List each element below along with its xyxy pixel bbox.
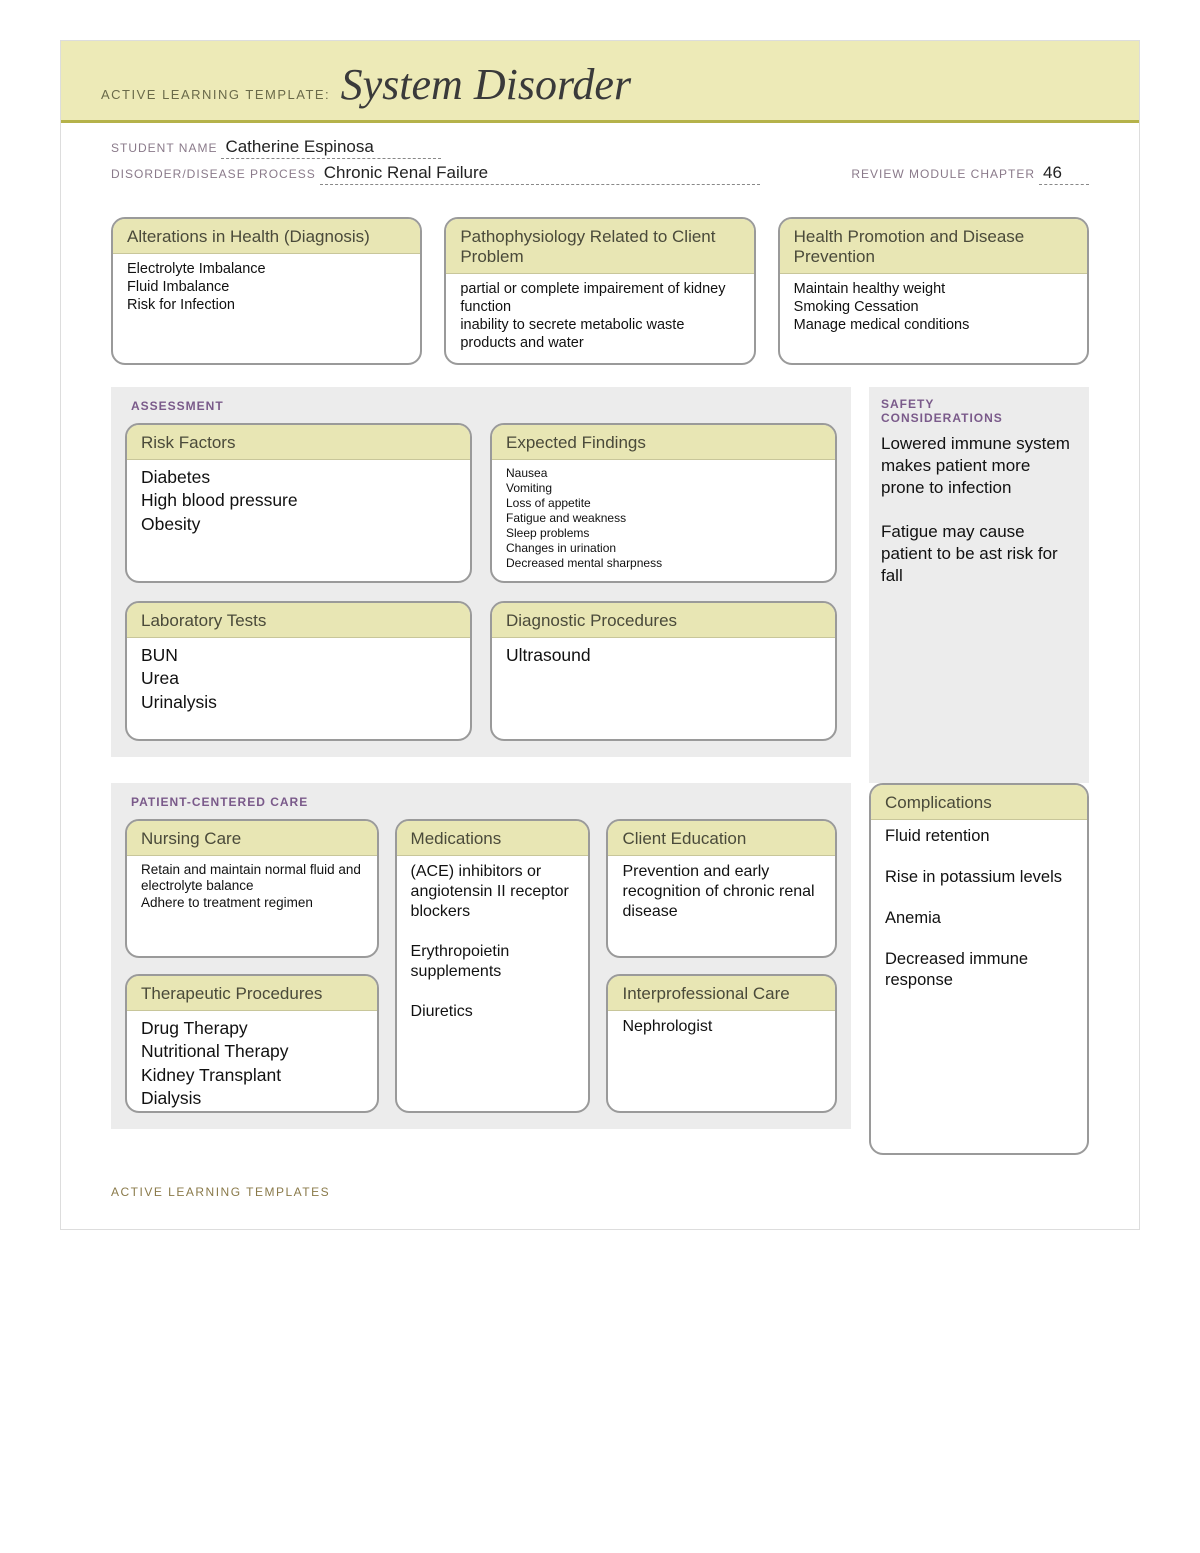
card-body: Ultrasound <box>492 638 835 678</box>
header-banner: ACTIVE LEARNING TEMPLATE: System Disorde… <box>61 41 1139 123</box>
footer-label: ACTIVE LEARNING TEMPLATES <box>61 1165 1139 1229</box>
pcc-row: PATIENT-CENTERED CARE Nursing Care Retai… <box>111 783 1089 1155</box>
card-title: Medications <box>397 821 589 856</box>
card-body: Drug Therapy Nutritional Therapy Kidney … <box>127 1011 377 1113</box>
safety-section: SAFETY CONSIDERATIONS Lowered immune sys… <box>869 387 1089 783</box>
section-label: PATIENT-CENTERED CARE <box>125 795 837 809</box>
card-body: Prevention and early recognition of chro… <box>608 856 835 946</box>
card-title: Nursing Care <box>127 821 377 856</box>
card-body: Nephrologist <box>608 1011 835 1113</box>
disorder-value: Chronic Renal Failure <box>320 163 760 185</box>
card-risk-factors: Risk Factors Diabetes High blood pressur… <box>125 423 472 583</box>
card-title: Alterations in Health (Diagnosis) <box>113 219 420 254</box>
card-body: (ACE) inhibitors or angiotensin II recep… <box>397 856 589 1032</box>
card-title: Laboratory Tests <box>127 603 470 638</box>
meta-fields: STUDENT NAME Catherine Espinosa DISORDER… <box>61 123 1139 197</box>
card-body: Electrolyte Imbalance Fluid Imbalance Ri… <box>113 254 420 324</box>
top-row: Alterations in Health (Diagnosis) Electr… <box>111 217 1089 365</box>
card-complications: Complications Fluid retention Rise in po… <box>869 783 1089 1155</box>
card-title: Complications <box>871 785 1087 820</box>
card-expected-findings: Expected Findings Nausea Vomiting Loss o… <box>490 423 837 583</box>
card-body: Fluid retention Rise in potassium levels… <box>871 820 1087 1001</box>
card-pathophysiology: Pathophysiology Related to Client Proble… <box>444 217 755 365</box>
card-title: Therapeutic Procedures <box>127 976 377 1011</box>
assessment-section: ASSESSMENT Risk Factors Diabetes High bl… <box>111 387 851 757</box>
assessment-row: ASSESSMENT Risk Factors Diabetes High bl… <box>111 387 1089 783</box>
safety-body: Lowered immune system makes patient more… <box>881 433 1077 588</box>
card-diagnostic-procedures: Diagnostic Procedures Ultrasound <box>490 601 837 741</box>
card-body: Diabetes High blood pressure Obesity <box>127 460 470 547</box>
card-title: Health Promotion and Disease Prevention <box>780 219 1087 274</box>
card-body: Retain and maintain normal fluid and ele… <box>127 856 377 923</box>
card-nursing-care: Nursing Care Retain and maintain normal … <box>125 819 379 958</box>
card-medications: Medications (ACE) inhibitors or angioten… <box>395 819 591 1113</box>
card-title: Diagnostic Procedures <box>492 603 835 638</box>
template-label: ACTIVE LEARNING TEMPLATE: <box>101 87 330 102</box>
card-title: Risk Factors <box>127 425 470 460</box>
card-health-promotion: Health Promotion and Disease Prevention … <box>778 217 1089 365</box>
card-body: Nausea Vomiting Loss of appetite Fatigue… <box>492 460 835 581</box>
card-therapeutic-procedures: Therapeutic Procedures Drug Therapy Nutr… <box>125 974 379 1113</box>
page: ACTIVE LEARNING TEMPLATE: System Disorde… <box>0 0 1200 1270</box>
card-alterations: Alterations in Health (Diagnosis) Electr… <box>111 217 422 365</box>
card-title: Client Education <box>608 821 835 856</box>
chapter-value: 46 <box>1039 163 1089 185</box>
card-client-education: Client Education Prevention and early re… <box>606 819 837 958</box>
document: ACTIVE LEARNING TEMPLATE: System Disorde… <box>60 40 1140 1230</box>
content: Alterations in Health (Diagnosis) Electr… <box>61 197 1139 1165</box>
chapter-label: REVIEW MODULE CHAPTER <box>851 167 1035 181</box>
card-body: BUN Urea Urinalysis <box>127 638 470 725</box>
card-title: Expected Findings <box>492 425 835 460</box>
template-title: System Disorder <box>341 60 631 109</box>
card-body: partial or complete impairement of kidne… <box>446 274 753 363</box>
card-lab-tests: Laboratory Tests BUN Urea Urinalysis <box>125 601 472 741</box>
card-title: Interprofessional Care <box>608 976 835 1011</box>
student-name-label: STUDENT NAME <box>111 141 217 155</box>
section-label: ASSESSMENT <box>125 399 837 413</box>
card-title: Pathophysiology Related to Client Proble… <box>446 219 753 274</box>
card-body: Maintain healthy weight Smoking Cessatio… <box>780 274 1087 344</box>
card-interprofessional-care: Interprofessional Care Nephrologist <box>606 974 837 1113</box>
student-name-value: Catherine Espinosa <box>221 137 441 159</box>
pcc-section: PATIENT-CENTERED CARE Nursing Care Retai… <box>111 783 851 1129</box>
disorder-label: DISORDER/DISEASE PROCESS <box>111 167 316 181</box>
section-label: SAFETY CONSIDERATIONS <box>881 397 1077 425</box>
